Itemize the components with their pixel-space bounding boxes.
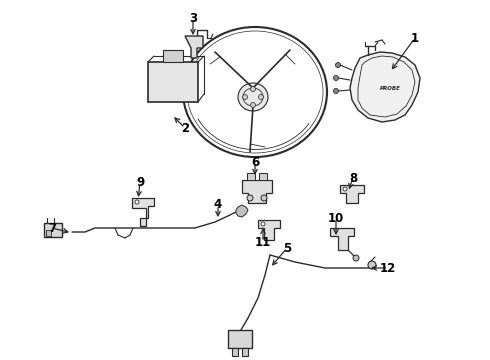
Circle shape (243, 94, 247, 99)
Circle shape (334, 76, 339, 81)
Text: 4: 4 (214, 198, 222, 211)
Text: 7: 7 (48, 221, 56, 234)
Circle shape (247, 195, 253, 201)
Ellipse shape (238, 83, 268, 111)
Bar (247, 173, 255, 180)
Circle shape (250, 103, 255, 108)
Text: 11: 11 (255, 235, 271, 248)
Circle shape (353, 255, 359, 261)
Circle shape (368, 261, 376, 269)
Polygon shape (242, 180, 272, 203)
Circle shape (135, 200, 139, 204)
Bar (163, 50, 183, 62)
Bar (228, 330, 252, 348)
Circle shape (336, 63, 341, 68)
Polygon shape (340, 185, 364, 203)
Polygon shape (236, 205, 248, 217)
Polygon shape (132, 198, 154, 226)
Text: 9: 9 (136, 176, 144, 189)
Bar (242, 348, 248, 356)
Polygon shape (258, 220, 280, 240)
Bar (259, 173, 267, 180)
Text: 8: 8 (349, 171, 357, 184)
Polygon shape (330, 228, 354, 250)
Text: 3: 3 (189, 12, 197, 24)
Bar (148, 62, 198, 102)
Circle shape (343, 187, 347, 191)
Bar (232, 348, 238, 356)
Circle shape (250, 86, 255, 91)
Text: 5: 5 (283, 242, 291, 255)
Text: PROBE: PROBE (380, 85, 400, 90)
Text: 12: 12 (380, 261, 396, 274)
Circle shape (334, 89, 339, 94)
Circle shape (261, 195, 267, 201)
Text: 2: 2 (181, 122, 189, 135)
Text: 1: 1 (411, 31, 419, 45)
Text: 6: 6 (251, 157, 259, 170)
Bar (44, 223, 62, 237)
Text: 10: 10 (328, 211, 344, 225)
Bar (46, 230, 51, 236)
Circle shape (261, 222, 265, 226)
Circle shape (259, 94, 264, 99)
Polygon shape (350, 52, 420, 122)
Polygon shape (185, 36, 203, 58)
